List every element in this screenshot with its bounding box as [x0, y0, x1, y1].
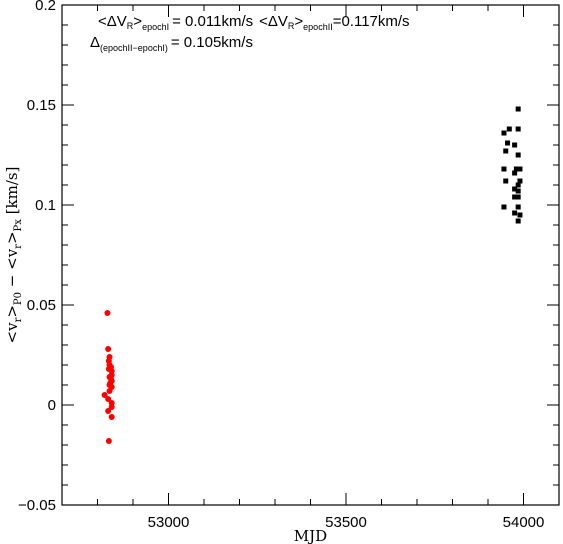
epoch1-data-point — [109, 414, 115, 420]
y-tick-label: −0.05 — [18, 497, 56, 514]
x-axis-title: MJD — [294, 527, 327, 544]
data-points — [102, 107, 523, 445]
chart-frame — [62, 5, 559, 505]
epoch1-data-point — [106, 438, 112, 444]
y-axis-title: <vr>P0 − <vr>Px [km/s] — [3, 167, 24, 344]
epoch1-data-point — [105, 346, 111, 352]
y-tick-label: 0 — [48, 397, 56, 414]
y-tick-label: 0.15 — [27, 97, 56, 114]
epoch2-data-point — [516, 195, 521, 200]
y-tick-label: 0.1 — [35, 197, 56, 214]
epoch1-data-point — [105, 408, 111, 414]
epoch2-data-point — [512, 171, 517, 176]
epoch2-data-point — [503, 179, 508, 184]
axis-ticks — [62, 5, 559, 505]
y-tick-label: 0.05 — [27, 297, 56, 314]
epoch2-data-point — [501, 167, 506, 172]
x-tick-label: 53500 — [325, 514, 367, 531]
epoch2-data-point — [516, 219, 521, 224]
epoch2-data-point — [516, 107, 521, 112]
x-tick-label: 54000 — [503, 514, 545, 531]
epoch2-data-point — [516, 127, 521, 132]
annotation-epoch-means: <ΔVR>epochI = 0.011km/s <ΔVR>epochII=0.117… — [98, 13, 410, 32]
epoch2-data-point — [512, 143, 517, 148]
epoch2-data-point — [505, 141, 510, 146]
y-tick-label: 0.2 — [35, 0, 56, 14]
annotation-epoch-difference: Δ(epochII−epochI) = 0.105km/s — [90, 34, 253, 53]
epoch2-data-point — [517, 213, 522, 218]
epoch2-data-point — [517, 167, 522, 172]
epoch2-data-point — [503, 149, 508, 154]
epoch2-data-point — [501, 131, 506, 136]
epoch2-data-point — [516, 189, 521, 194]
x-tick-label: 53000 — [148, 514, 190, 531]
epoch2-data-point — [516, 205, 521, 210]
epoch1-data-point — [104, 310, 110, 316]
axis-tick-labels: 53000 53500 54000 −0.05 0 0.05 0.1 0.15 0.2 — [18, 0, 544, 531]
epoch2-data-point — [516, 153, 521, 158]
epoch1-data-point — [107, 388, 113, 394]
epoch2-data-point — [507, 127, 512, 132]
epoch2-data-point — [501, 205, 506, 210]
epoch2-data-point — [512, 211, 517, 216]
epoch2-data-point — [517, 179, 522, 184]
